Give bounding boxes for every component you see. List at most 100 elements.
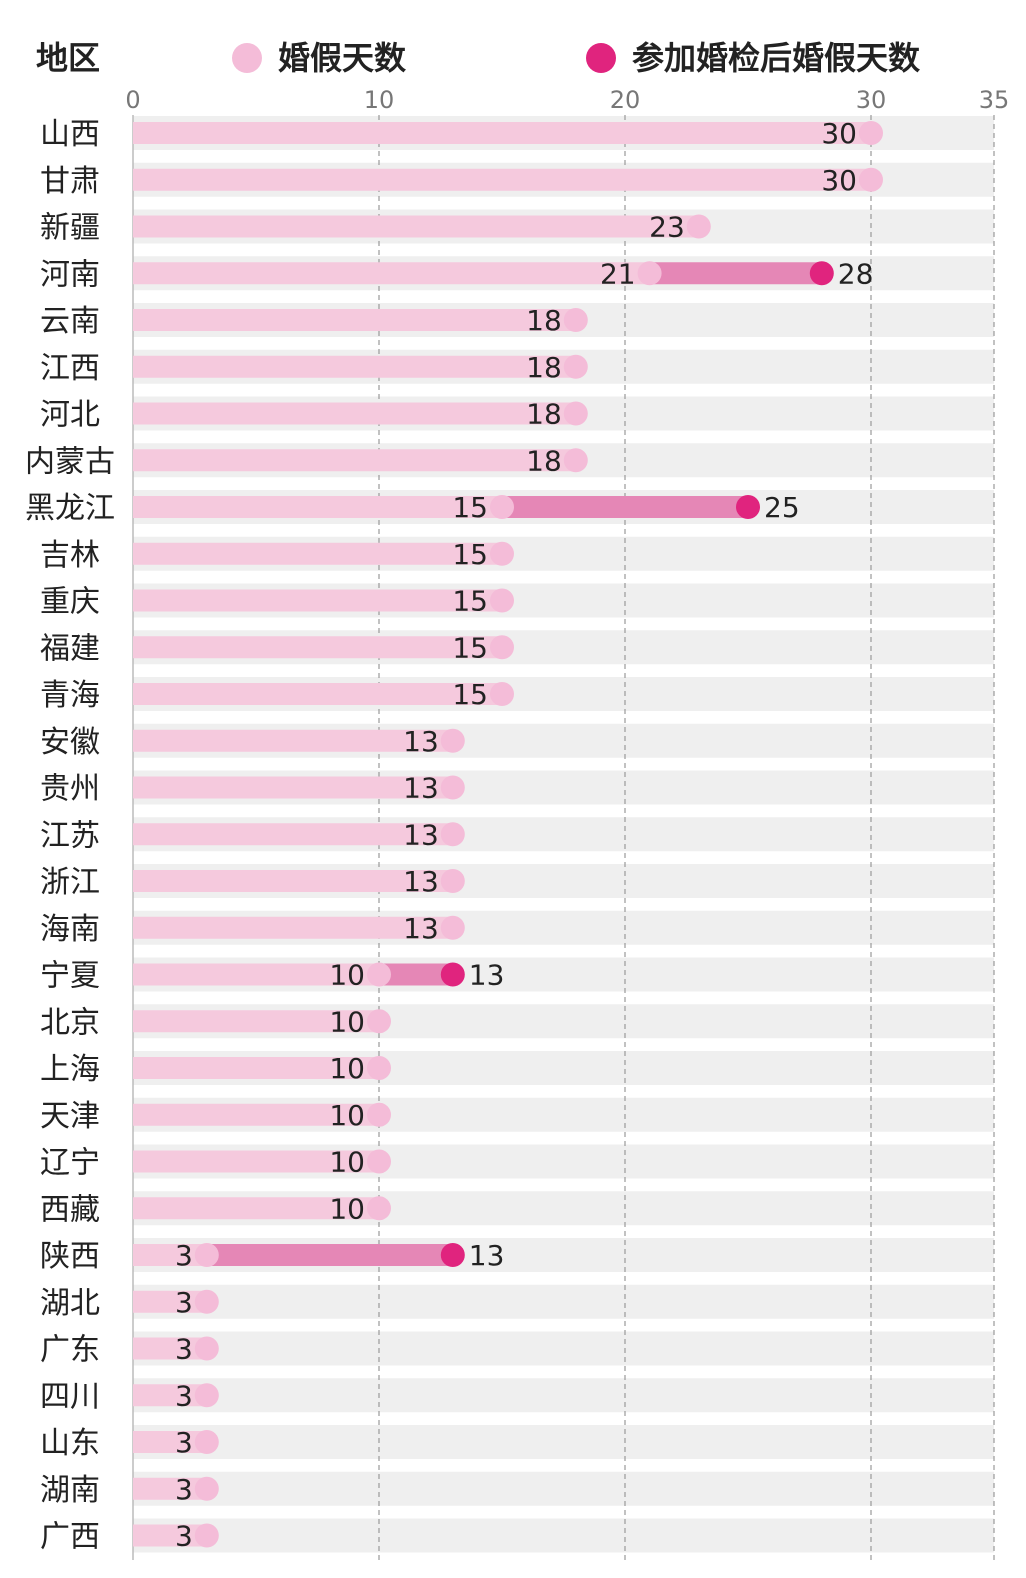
base-value-label: 18 xyxy=(526,304,562,337)
base-value-label: 15 xyxy=(452,631,488,664)
base-bar xyxy=(133,168,871,191)
base-bar xyxy=(133,1010,379,1033)
base-bar xyxy=(133,402,576,425)
category-label: 湖北 xyxy=(40,1286,100,1321)
base-value-label: 21 xyxy=(600,257,636,290)
x-tick-label: 30 xyxy=(856,86,887,114)
base-dot xyxy=(194,1243,219,1267)
base-dot xyxy=(490,541,514,566)
base-bar xyxy=(133,449,576,472)
base-dot xyxy=(440,728,465,753)
base-dot xyxy=(194,1336,219,1361)
category-label: 海南 xyxy=(40,912,100,947)
category-label: 浙江 xyxy=(40,865,100,900)
base-value-label: 3 xyxy=(175,1286,193,1319)
region-column-header: 地区 xyxy=(36,39,101,77)
base-dot xyxy=(563,354,588,379)
x-tick-label: 20 xyxy=(610,86,641,114)
category-label: 西藏 xyxy=(40,1192,100,1227)
base-value-label: 13 xyxy=(403,818,439,851)
base-bar xyxy=(133,496,502,518)
base-dot xyxy=(194,1523,219,1548)
category-label: 广东 xyxy=(40,1333,100,1368)
row-background xyxy=(133,1331,994,1366)
base-dot xyxy=(367,1196,391,1221)
exam-value-label: 28 xyxy=(838,257,874,290)
category-label: 山西 xyxy=(40,117,100,152)
category-label: 上海 xyxy=(40,1052,100,1087)
base-dot xyxy=(563,308,588,332)
base-dot xyxy=(367,1009,391,1034)
category-label: 山东 xyxy=(40,1426,100,1461)
base-value-label: 13 xyxy=(403,865,439,898)
category-label: 宁夏 xyxy=(40,959,100,994)
row-background xyxy=(133,1284,994,1319)
row-background xyxy=(133,1425,994,1459)
category-label: 四川 xyxy=(40,1379,100,1414)
x-tick-label: 35 xyxy=(979,86,1010,114)
base-bar xyxy=(133,963,379,986)
base-bar xyxy=(133,729,453,752)
base-bar xyxy=(133,122,871,144)
base-value-label: 13 xyxy=(403,725,439,758)
base-bar xyxy=(133,683,502,705)
exam-dot xyxy=(440,962,465,987)
category-label: 新疆 xyxy=(40,211,100,246)
base-value-label: 10 xyxy=(329,1099,365,1132)
base-bar xyxy=(133,1290,207,1313)
base-value-label: 13 xyxy=(403,772,439,805)
category-label: 河南 xyxy=(40,257,100,292)
legend-dot-magenta-icon xyxy=(586,43,616,73)
base-bar xyxy=(133,776,453,799)
base-value-label: 10 xyxy=(329,1146,365,1179)
legend-item-exam: 参加婚检后婚假天数 xyxy=(586,38,920,78)
base-bar xyxy=(133,1524,207,1547)
base-bar xyxy=(133,262,650,285)
base-dot xyxy=(859,167,883,192)
legend-dot-light-pink-icon xyxy=(232,43,262,73)
base-value-label: 15 xyxy=(452,678,488,711)
exam-value-label: 13 xyxy=(469,1239,505,1272)
base-dot xyxy=(367,1102,391,1127)
category-label: 河北 xyxy=(40,398,100,433)
base-value-label: 10 xyxy=(329,959,365,992)
category-label: 福建 xyxy=(40,631,100,666)
base-bar xyxy=(133,1477,207,1500)
category-label: 吉林 xyxy=(40,538,100,573)
row-background xyxy=(133,1518,994,1553)
base-dot xyxy=(194,1476,219,1501)
category-label: 辽宁 xyxy=(40,1146,100,1181)
legend-label-exam: 参加婚检后婚假天数 xyxy=(632,39,921,77)
base-value-label: 23 xyxy=(649,211,685,244)
base-bar xyxy=(133,1197,379,1220)
category-label: 贵州 xyxy=(40,772,100,807)
exam-value-label: 13 xyxy=(469,959,505,992)
base-bar xyxy=(133,1431,207,1453)
base-dot xyxy=(637,261,662,286)
category-label: 江西 xyxy=(40,351,100,386)
category-label: 重庆 xyxy=(40,585,100,620)
base-bar xyxy=(133,215,699,238)
category-label: 安徽 xyxy=(40,725,100,760)
category-label: 内蒙古 xyxy=(25,444,115,479)
base-value-label: 18 xyxy=(526,351,562,384)
base-dot xyxy=(367,1149,391,1174)
base-value-label: 30 xyxy=(821,117,857,150)
base-dot xyxy=(194,1383,219,1408)
base-dot xyxy=(563,448,588,473)
base-value-label: 3 xyxy=(175,1426,193,1459)
base-bar xyxy=(133,309,576,331)
base-dot xyxy=(440,869,465,893)
base-dot xyxy=(367,1056,391,1080)
base-bar xyxy=(133,870,453,892)
base-dot xyxy=(859,121,883,145)
base-value-label: 3 xyxy=(175,1333,193,1366)
category-label: 黑龙江 xyxy=(25,491,115,526)
base-value-label: 18 xyxy=(526,444,562,477)
base-dot xyxy=(490,588,514,613)
base-value-label: 10 xyxy=(329,1005,365,1038)
base-bar xyxy=(133,1384,207,1407)
category-label: 北京 xyxy=(40,1005,100,1040)
base-bar xyxy=(133,542,502,565)
base-value-label: 15 xyxy=(452,538,488,571)
